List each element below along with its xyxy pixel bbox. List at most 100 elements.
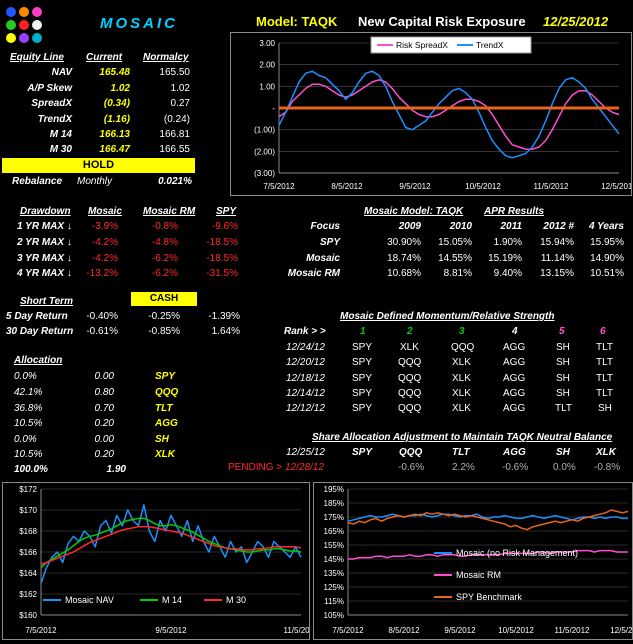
short-term-cell: -1.39% [208,311,240,322]
apr-cell: 15.19% [488,253,522,264]
x-tick-label: 12/5/2012 [610,626,632,635]
momentum-cell: AGG [503,388,526,399]
momentum-cell: AGG [503,403,526,414]
y-tick-label: (3.00) [254,169,275,178]
pending-label: PENDING > [228,462,283,473]
rebalance-percent: 0.021% [158,176,192,187]
y-tick-label: $168 [19,527,37,536]
equity-row-label: NAV [51,67,72,78]
apr-cell: 11.14% [540,253,574,264]
drawdown-spy: -18.5% [206,253,238,264]
drawdown-row-label: 3 YR MAX ↓ [17,253,72,264]
apr-cell: 15.94% [540,237,574,248]
y-tick-label: $166 [19,548,37,557]
momentum-rank: 2 [407,326,413,337]
momentum-rank: 5 [559,326,565,337]
header-date: 12/25/2012 [543,14,609,29]
rebalance-label: Rebalance [12,176,63,187]
x-tick-label: 11/5/2012 [284,626,310,635]
logo-dots [3,3,53,45]
drawdown-mosaic: -4.2% [91,253,118,264]
drawdown-header: SPY [216,206,237,217]
allocation-val: 0.20 [94,449,114,460]
momentum-cell: SPY [352,388,373,399]
x-tick-label: 10/5/2012 [498,626,534,635]
equity-row-normalcy: 166.81 [159,129,190,140]
allocation-pct: 0.0% [14,371,37,382]
allocation-pct: 36.8% [14,403,43,414]
y-tick-label: 165% [324,527,344,536]
share-alloc-value: -0.8% [594,462,621,473]
x-tick-label: 11/5/2012 [555,626,591,635]
momentum-cell: QQQ [398,357,422,368]
momentum-rank: 3 [459,326,465,337]
short-term-cell: -0.25% [148,311,180,322]
x-tick-label: 9/5/2012 [399,182,431,191]
share-alloc-header: QQQ [399,447,423,458]
drawdown-row-label: 1 YR MAX ↓ [17,221,72,232]
momentum-date: 12/24/12 [286,342,325,353]
x-tick-label: 9/5/2012 [155,626,187,635]
y-tick-label: 185% [324,499,344,508]
drawdown-header: Mosaic [88,206,122,217]
allocation-ticker: SH [155,434,169,445]
y-tick-label: 175% [324,513,344,522]
apr-cell: 15.95% [590,237,624,248]
share-alloc-value: 2.2% [452,462,475,473]
drawdown-rm: -6.2% [151,268,178,279]
allocation-val: 0.20 [94,418,114,429]
momentum-rank-label: Rank > > [284,326,326,337]
legend-label: Mosaic RM [456,570,501,580]
momentum-cell: AGG [503,373,526,384]
apr-cell: 14.55% [438,253,472,264]
allocation-pct: 42.1% [14,387,43,398]
momentum-rank: 1 [360,326,366,337]
y-tick-label: 135% [324,569,344,578]
drawdown-spy: -31.5% [206,268,238,279]
apr-row-label: Mosaic RM [287,268,340,279]
allocation-ticker: SPY [155,371,176,382]
momentum-title: Mosaic Defined Momentum/Relative Strengt… [340,311,555,322]
momentum-cell: XLK [452,403,471,414]
x-tick-label: 8/5/2012 [331,182,363,191]
apr-cell: 8.81% [443,268,472,279]
momentum-date: 12/12/12 [286,403,325,414]
short-term-row-label: 30 Day Return [6,326,74,337]
drawdown-header: Mosaic RM [143,206,196,217]
benchmark-chart: 195% 185% 175% 165% 155% 145% 135% 125% 115% 105%… [313,482,633,640]
legend-label: TrendX [476,40,504,50]
momentum-cell: QQQ [398,403,422,414]
momentum-date: 12/18/12 [286,373,325,384]
legend-label: Mosaic (no Risk Management) [456,548,578,558]
drawdown-rm: -0.8% [151,221,178,232]
momentum-cell: TLT [596,357,614,368]
allocation-total-pct: 100.0% [14,464,48,475]
equity-row-normalcy: 166.55 [159,144,190,155]
apr-cell: 9.40% [493,268,522,279]
equity-row-normalcy: 165.50 [159,67,190,78]
y-tick-label: 125% [324,583,344,592]
allocation-ticker: QQQ [155,387,179,398]
allocation-pct: 0.0% [14,434,37,445]
apr-cell: 13.15% [540,268,574,279]
logo-dots-icon [6,7,53,43]
allocation-pct: 10.5% [14,449,43,460]
momentum-cell: AGG [503,342,526,353]
momentum-rank: 4 [512,326,518,337]
cash-badge: CASH [131,292,197,306]
y-tick-label: $164 [19,569,37,578]
allocation-pct: 10.5% [14,418,43,429]
share-alloc-header: SPY [352,447,373,458]
momentum-cell: XLK [400,342,419,353]
drawdown-spy: -18.5% [206,237,238,248]
apr-header: 4 Years [588,221,624,232]
momentum-cell: SPY [352,342,373,353]
y-tick-label: 1.00 [259,82,275,91]
equity-row-current: 166.47 [99,144,130,155]
momentum-cell: QQQ [398,388,422,399]
allocation-title: Allocation [14,355,63,366]
x-tick-label: 12/5/2012 [601,182,631,191]
risk-spread-chart-svg: 3.00 2.00 1.00 - (1.00) (2.00) (3.00) 7/5/2012 8… [254,36,633,191]
momentum-cell: TLT [596,342,614,353]
equity-header-normalcy: Normalcy [143,52,189,63]
